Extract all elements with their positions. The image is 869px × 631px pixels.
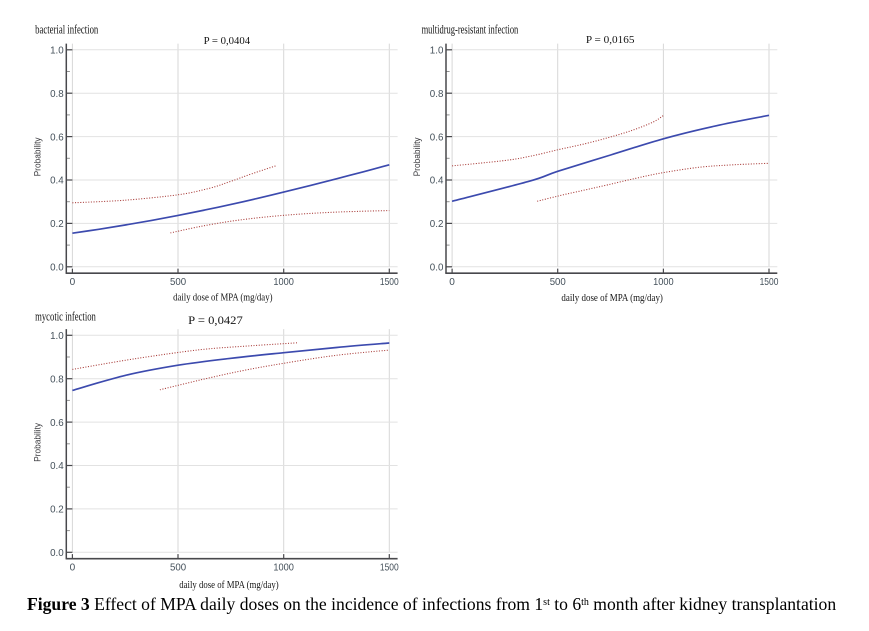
svg-text:0.4: 0.4 [50,461,64,472]
svg-text:P = 0,0404: P = 0,0404 [204,35,251,47]
svg-text:0.0: 0.0 [50,263,64,274]
svg-text:1000: 1000 [273,277,294,288]
svg-text:0.6: 0.6 [50,132,64,143]
svg-text:1000: 1000 [273,562,294,573]
svg-text:0: 0 [70,562,76,573]
svg-text:P = 0,0427: P = 0,0427 [188,313,243,327]
svg-text:0.6: 0.6 [50,418,64,429]
svg-text:bacterial infection: bacterial infection [35,23,98,37]
svg-text:0.8: 0.8 [50,89,64,100]
svg-text:Probability: Probability [31,137,42,176]
svg-text:500: 500 [170,277,186,288]
svg-text:multidrug-resistant infection: multidrug-resistant infection [422,23,519,37]
svg-text:500: 500 [170,562,186,573]
svg-text:1500: 1500 [760,277,779,288]
svg-text:0.2: 0.2 [50,505,64,516]
svg-text:0.2: 0.2 [50,219,64,230]
svg-text:daily dose of MPA (mg/day): daily dose of MPA (mg/day) [561,292,663,304]
svg-text:1.0: 1.0 [50,46,64,57]
svg-text:1500: 1500 [380,277,399,288]
svg-text:daily dose of MPA (mg/day): daily dose of MPA (mg/day) [173,291,273,303]
svg-text:0.8: 0.8 [430,89,444,100]
svg-text:0: 0 [70,277,76,288]
svg-text:1.0: 1.0 [50,331,64,342]
svg-text:1000: 1000 [653,277,674,288]
svg-text:daily dose of MPA (mg/day): daily dose of MPA (mg/day) [179,579,279,591]
svg-text:0.6: 0.6 [430,132,444,143]
svg-text:0: 0 [449,277,455,288]
svg-text:0.0: 0.0 [50,548,64,559]
svg-text:1.0: 1.0 [430,46,444,57]
svg-text:0.4: 0.4 [50,176,64,187]
svg-text:1500: 1500 [380,562,399,573]
svg-text:P = 0,0165: P = 0,0165 [586,34,635,46]
svg-text:0.0: 0.0 [430,263,444,274]
svg-text:500: 500 [550,277,566,288]
svg-text:mycotic infection: mycotic infection [35,310,96,324]
svg-text:Probability: Probability [31,423,42,462]
svg-text:0.2: 0.2 [430,219,444,230]
svg-text:0.4: 0.4 [430,176,444,187]
svg-text:0.8: 0.8 [50,374,64,385]
svg-text:Probability: Probability [411,137,422,176]
